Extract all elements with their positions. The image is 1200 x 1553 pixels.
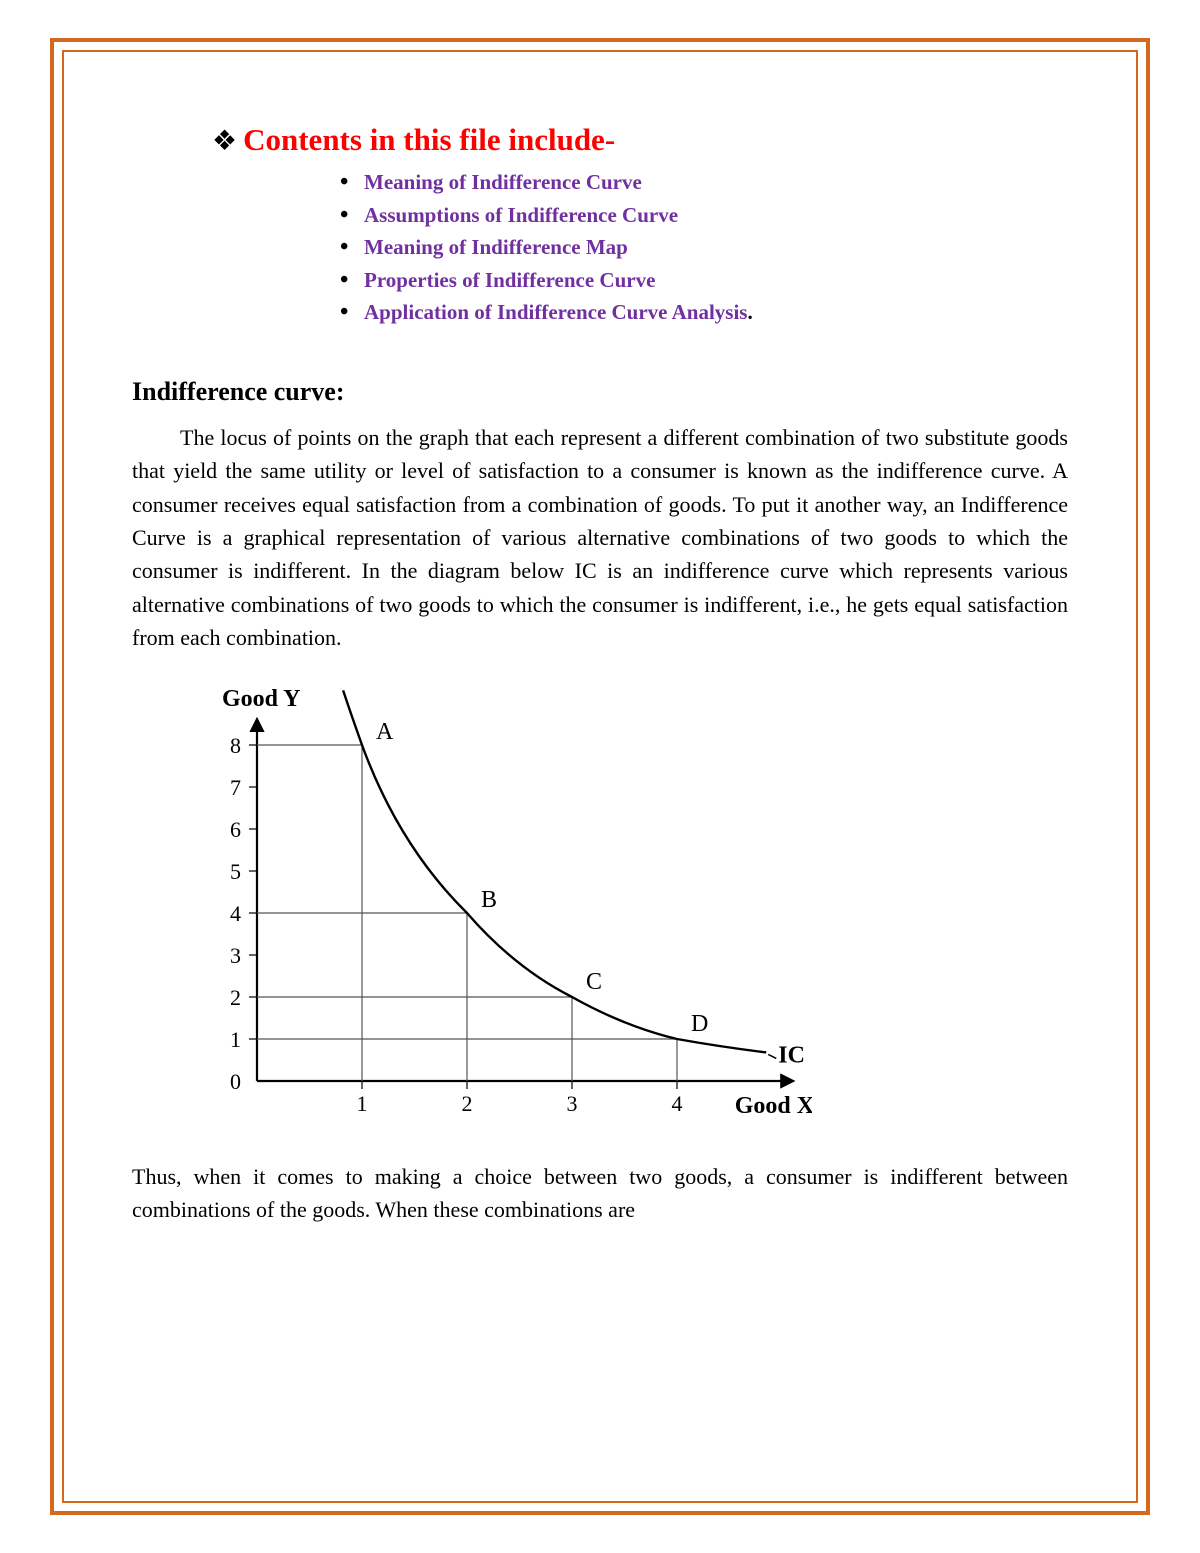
page-content: ❖ Contents in this file include- Meaning… bbox=[132, 112, 1068, 1461]
svg-text:A: A bbox=[376, 719, 394, 745]
svg-text:2: 2 bbox=[230, 985, 241, 1010]
contents-item: Properties of Indifference Curve bbox=[340, 264, 1068, 297]
contents-item: Meaning of Indifference Curve bbox=[340, 166, 1068, 199]
svg-text:C: C bbox=[586, 969, 602, 995]
contents-item-label: Meaning of Indifference Map bbox=[364, 235, 628, 259]
svg-text:Good X: Good X bbox=[735, 1093, 812, 1119]
svg-text:0: 0 bbox=[230, 1069, 241, 1094]
svg-text:3: 3 bbox=[567, 1091, 578, 1116]
contents-item-label: Assumptions of Indifference Curve bbox=[364, 203, 678, 227]
svg-text:6: 6 bbox=[230, 817, 241, 842]
section-title: Indifference curve: bbox=[132, 377, 1068, 407]
contents-item: Assumptions of Indifference Curve bbox=[340, 199, 1068, 232]
contents-heading-block: ❖ Contents in this file include- Meaning… bbox=[212, 122, 1068, 329]
contents-item: Meaning of Indifference Map bbox=[340, 231, 1068, 264]
section-paragraph-2: Thus, when it comes to making a choice b… bbox=[132, 1160, 1068, 1227]
svg-text:B: B bbox=[481, 887, 497, 913]
page-outer-border: ❖ Contents in this file include- Meaning… bbox=[50, 38, 1150, 1515]
contents-item: Application of Indifference Curve Analys… bbox=[340, 296, 1068, 329]
contents-list: Meaning of Indifference Curve Assumption… bbox=[340, 166, 1068, 329]
svg-text:7: 7 bbox=[230, 775, 241, 800]
svg-text:1: 1 bbox=[357, 1091, 368, 1116]
diamond-bullet-icon: ❖ bbox=[212, 128, 237, 156]
contents-heading-line: ❖ Contents in this file include- bbox=[212, 122, 1068, 158]
svg-text:8: 8 bbox=[230, 733, 241, 758]
svg-text:IC: IC bbox=[778, 1042, 805, 1068]
svg-text:Good Y: Good Y bbox=[222, 686, 300, 712]
section-paragraph-1: The locus of points on the graph that ea… bbox=[132, 421, 1068, 655]
svg-text:4: 4 bbox=[230, 901, 241, 926]
svg-text:1: 1 bbox=[230, 1027, 241, 1052]
contents-item-label: Properties of Indifference Curve bbox=[364, 268, 655, 292]
svg-text:3: 3 bbox=[230, 943, 241, 968]
svg-text:4: 4 bbox=[672, 1091, 683, 1116]
contents-item-label: Meaning of Indifference Curve bbox=[364, 170, 642, 194]
page-inner-border: ❖ Contents in this file include- Meaning… bbox=[62, 50, 1138, 1503]
svg-text:5: 5 bbox=[230, 859, 241, 884]
indifference-curve-chart: 0 1 2 3 4 5 6 7 8 1 2 3 4 A B C D Good Y Good X IC bbox=[132, 681, 1068, 1136]
chart-svg: 0 1 2 3 4 5 6 7 8 1 2 3 4 A B C D Good Y Good X IC bbox=[132, 681, 812, 1131]
contents-item-label: Application of Indifference Curve Analys… bbox=[364, 300, 747, 324]
svg-text:2: 2 bbox=[462, 1091, 473, 1116]
contents-item-period: . bbox=[747, 300, 752, 324]
contents-heading-text: Contents in this file include- bbox=[243, 122, 615, 158]
svg-text:D: D bbox=[691, 1011, 708, 1037]
